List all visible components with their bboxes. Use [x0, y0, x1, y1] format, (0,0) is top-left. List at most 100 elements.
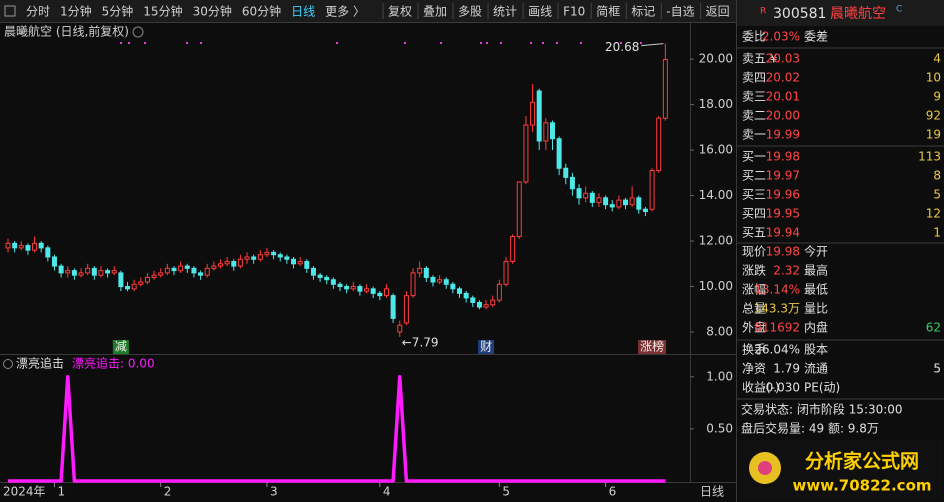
candle-body	[284, 256, 290, 260]
toolbar-button[interactable]: 返回	[706, 5, 730, 19]
toolbar-tab[interactable]: 更多 〉	[325, 5, 365, 19]
toolbar-tab[interactable]: 15分钟	[143, 4, 182, 19]
toolbar-button[interactable]: -自选	[666, 5, 694, 19]
candle-body	[237, 258, 243, 267]
toolbar-button[interactable]: 统计	[493, 5, 517, 19]
candle-body	[51, 256, 57, 267]
toolbar-tab[interactable]: 60分钟	[242, 4, 281, 19]
toolbar-button[interactable]: F10	[563, 5, 585, 19]
candle-body	[357, 286, 363, 292]
toolbar-icon[interactable]	[4, 5, 16, 17]
candle-body	[530, 101, 536, 126]
candle-body	[257, 254, 263, 260]
high-label: 20.68	[605, 40, 639, 54]
candle-body	[603, 197, 609, 206]
candle-body	[25, 245, 31, 251]
candle-body	[390, 295, 396, 319]
quote-flag: R	[760, 7, 766, 17]
indicator-title: 漂亮追击	[16, 356, 64, 371]
candle-body	[330, 279, 336, 285]
event-tag: 减	[115, 340, 127, 354]
candle-body	[144, 276, 150, 283]
candle-body	[430, 276, 436, 283]
quote-value: 62	[926, 321, 941, 335]
high-arrow	[641, 43, 664, 47]
toolbar-button[interactable]: 叠加	[423, 5, 447, 19]
candle-body	[271, 251, 277, 256]
toolbar-tab[interactable]: 30分钟	[193, 4, 232, 19]
title-menu-icon[interactable]	[132, 26, 144, 38]
quote-label: 涨幅	[742, 282, 766, 297]
toolbar-tab[interactable]: 分时	[26, 5, 50, 19]
quote-value: 20.00	[766, 109, 800, 123]
candle-body	[105, 270, 111, 274]
quote-value: 811692	[754, 321, 800, 335]
quote-label: 总量	[742, 302, 766, 316]
candle-body	[450, 283, 456, 290]
candle-body	[310, 267, 316, 276]
quote-label: 9	[933, 90, 941, 104]
candle-body	[118, 272, 124, 288]
candle-body	[649, 170, 655, 210]
toolbar-button[interactable]: 复权	[388, 5, 412, 19]
quote-label: 12	[926, 207, 941, 221]
candle-body	[138, 281, 144, 285]
y-tick-label: 12.00	[699, 234, 733, 248]
quote-label: 委比	[742, 30, 766, 44]
candle-body	[337, 283, 343, 288]
quote-value: 26.04%	[754, 343, 800, 357]
quote-label: 买一	[742, 150, 766, 164]
candle-body	[370, 288, 376, 294]
candle-body	[85, 267, 91, 274]
candle-body	[483, 304, 489, 308]
quote-label: 流通	[804, 362, 828, 376]
candle-body	[151, 274, 157, 278]
candle-body	[490, 299, 496, 306]
candle-body	[563, 167, 569, 178]
quote-label: 买四	[742, 207, 766, 221]
quote-value: 19.98	[766, 245, 800, 259]
candle-body	[191, 267, 197, 274]
candle-body	[297, 261, 303, 265]
candle-body	[98, 270, 104, 276]
toolbar-tab[interactable]: 1分钟	[60, 4, 92, 19]
quote-label: 最低	[804, 283, 828, 297]
chart-title: 晨曦航空 (日线,前复权)	[4, 24, 129, 39]
candle-body	[549, 122, 555, 140]
candle-body	[164, 267, 170, 274]
candle-body	[476, 301, 482, 308]
toolbar-button[interactable]: 多股	[458, 5, 482, 19]
candle-body	[463, 292, 469, 299]
candle-body	[403, 295, 409, 324]
candle-body	[410, 272, 416, 297]
candle-body	[251, 256, 257, 260]
candle-body	[71, 270, 77, 276]
candle-body	[38, 242, 44, 249]
quote-label: 量比	[804, 302, 828, 316]
quote-value: 2.32	[773, 264, 800, 278]
candle-body	[317, 274, 323, 278]
quote-value: 19.95	[766, 207, 800, 221]
y-tick-label: 16.00	[699, 143, 733, 157]
indicator-menu-icon[interactable]	[3, 359, 13, 369]
toolbar-button[interactable]: 标记	[631, 5, 655, 19]
candle-body	[91, 267, 97, 276]
quote-value: 20.02	[766, 71, 800, 85]
toolbar-button[interactable]: 画线	[528, 5, 552, 19]
quote-value: 2.03%	[762, 30, 800, 44]
quote-label: 最高	[804, 263, 828, 278]
candle-body	[443, 279, 449, 285]
candle-body	[589, 192, 595, 203]
toolbar-button[interactable]: 简框	[596, 5, 620, 19]
indicator-value: 漂亮追击: 0.00	[72, 356, 155, 371]
toolbar-tab[interactable]: 日线	[291, 5, 315, 19]
quote-label: 换手	[742, 343, 766, 357]
candle-body	[536, 90, 542, 142]
candle-body	[324, 276, 330, 281]
toolbar-tab[interactable]: 5分钟	[102, 4, 134, 19]
candle-body	[344, 286, 350, 290]
quote-label: 5	[933, 188, 941, 202]
candle-body	[204, 267, 210, 276]
